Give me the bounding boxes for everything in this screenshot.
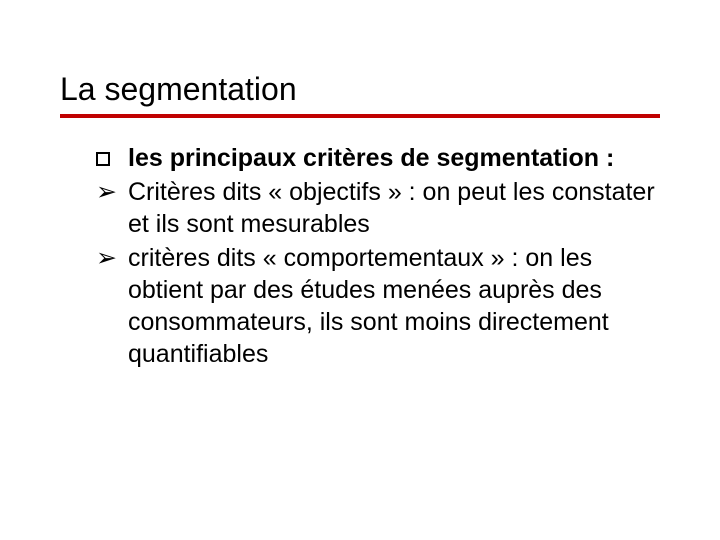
slide-body: les principaux critères de segmentation …	[60, 142, 660, 370]
list-item-text: Critères dits « objectifs » : on peut le…	[128, 176, 660, 240]
arrow-bullet-icon: ➢	[94, 242, 128, 274]
square-bullet-icon	[94, 142, 128, 174]
list-item: les principaux critères de segmentation …	[94, 142, 660, 174]
list-item: ➢ Critères dits « objectifs » : on peut …	[94, 176, 660, 240]
title-underline	[60, 114, 660, 118]
arrow-bullet-icon: ➢	[94, 176, 128, 208]
list-item: ➢ critères dits « comportementaux » : on…	[94, 242, 660, 370]
list-item-text: critères dits « comportementaux » : on l…	[128, 242, 660, 370]
slide-title: La segmentation	[60, 70, 660, 108]
slide: La segmentation les principaux critères …	[0, 0, 720, 540]
list-item-text: les principaux critères de segmentation …	[128, 142, 660, 174]
